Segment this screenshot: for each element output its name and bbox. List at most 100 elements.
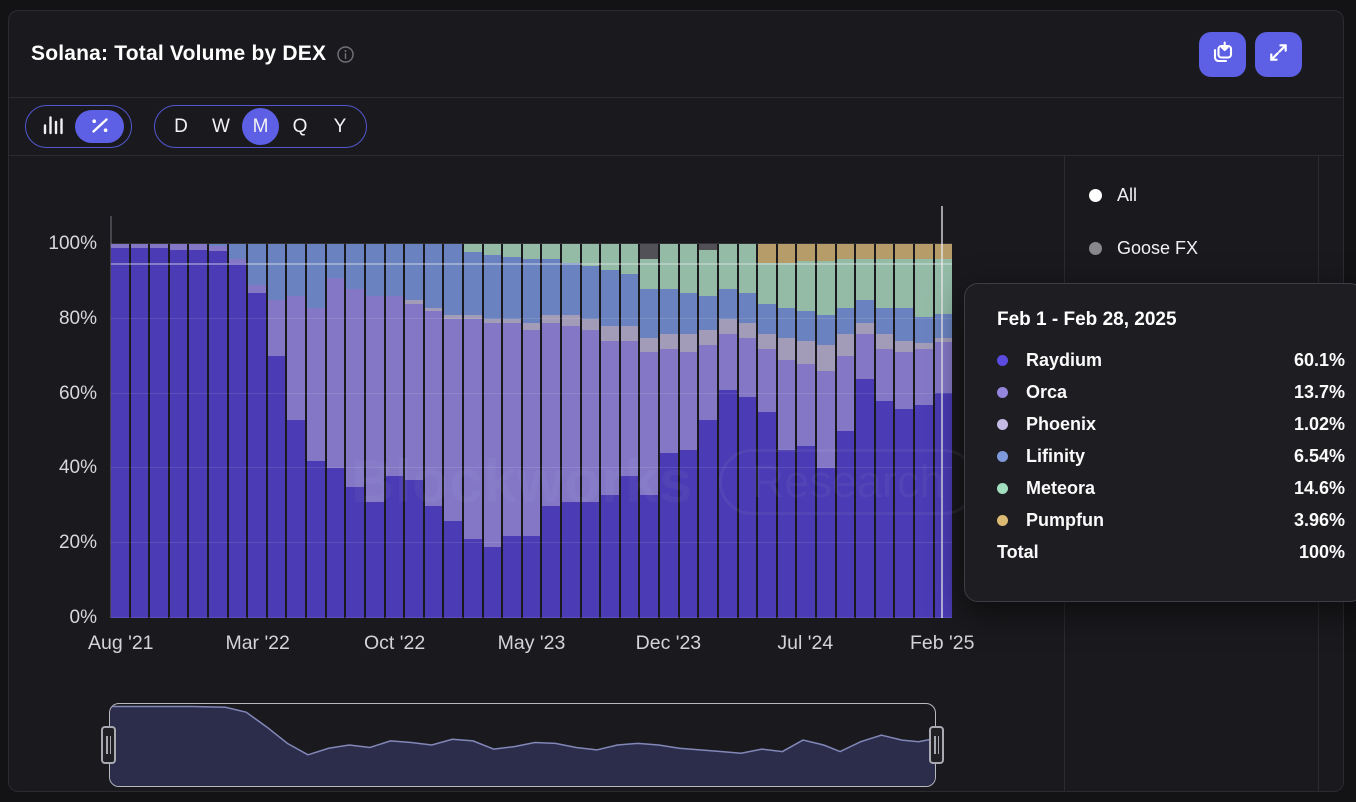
legend-item-goose-fx[interactable]: Goose FX <box>1089 234 1318 262</box>
segment-phoenix <box>758 333 776 349</box>
bar-Feb25[interactable] <box>934 244 953 618</box>
bar-Dec24[interactable] <box>895 244 913 618</box>
bar-Oct24[interactable] <box>856 244 874 618</box>
x-tick-Oct22: Oct '22 <box>363 632 426 654</box>
bar-Oct22[interactable] <box>385 244 404 618</box>
plot-area: 0%20%40%60%80%100% Blockworks Research <box>48 206 978 628</box>
bar-Aug21[interactable] <box>111 244 129 618</box>
segment-meteora <box>503 244 521 258</box>
segment-lifinity <box>365 244 384 297</box>
segment-orca <box>875 348 894 402</box>
bar-Nov24[interactable] <box>875 244 894 618</box>
bar-Sep24[interactable] <box>836 244 855 618</box>
bar-Jan25[interactable] <box>914 244 933 618</box>
bar-Apr23[interactable] <box>503 244 521 618</box>
bar-Jan24[interactable] <box>679 244 698 618</box>
bar-Jul24[interactable] <box>797 244 815 618</box>
segment-meteora <box>758 262 776 304</box>
bar-Nov23[interactable] <box>640 244 659 618</box>
y-axis-labels: 0% 20% 40% 60% 80% 100% <box>11 233 103 628</box>
segment-pumpfun <box>895 244 913 259</box>
bar-Sep21[interactable] <box>130 244 149 618</box>
segment-raydium <box>758 412 776 618</box>
percent-view-button[interactable] <box>75 110 124 143</box>
brush-handle-left[interactable] <box>101 726 116 764</box>
bar-Dec23[interactable] <box>660 244 678 618</box>
segment-orca <box>601 341 619 495</box>
bar-Jan23[interactable] <box>444 244 462 618</box>
series-dot <box>997 418 1008 430</box>
range-button-d[interactable]: D <box>162 108 200 146</box>
segment-phoenix <box>699 330 717 345</box>
bar-Sep22[interactable] <box>365 244 384 618</box>
bar-chart-view-button[interactable] <box>33 109 73 145</box>
bar-Mar22[interactable] <box>248 244 266 618</box>
segment-lifinity <box>287 244 306 297</box>
segment-phoenix <box>581 318 600 331</box>
segment-raydium <box>189 249 208 618</box>
bar-Aug22[interactable] <box>346 244 364 618</box>
bar-Aug24[interactable] <box>816 244 835 618</box>
segment-other <box>699 244 717 250</box>
segment-lifinity <box>875 307 894 334</box>
range-button-y[interactable]: Y <box>321 108 359 146</box>
tooltip-row-pumpfun: Pumpfun 3.96% <box>997 504 1345 536</box>
legend-item-all[interactable]: All <box>1089 181 1318 209</box>
segment-lifinity <box>522 259 541 323</box>
bar-Jan22[interactable] <box>209 244 227 618</box>
segment-orca <box>385 296 404 476</box>
save-image-button[interactable] <box>1199 31 1246 77</box>
bar-Jun24[interactable] <box>777 244 796 618</box>
x-tick-Dec23: Dec '23 <box>635 632 702 654</box>
bar-Jul23[interactable] <box>562 244 580 618</box>
segment-lifinity <box>738 292 757 323</box>
bar-Nov21[interactable] <box>169 244 188 618</box>
bar-Aug23[interactable] <box>581 244 600 618</box>
bar-Feb23[interactable] <box>463 244 482 618</box>
segment-raydium <box>503 535 521 618</box>
bar-May23[interactable] <box>522 244 541 618</box>
segment-orca <box>326 277 345 469</box>
segment-meteora <box>856 258 874 301</box>
y-tick-80%: 80% <box>58 307 97 329</box>
bar-Apr24[interactable] <box>738 244 757 618</box>
bar-Feb24[interactable] <box>699 244 717 618</box>
segment-raydium <box>228 262 247 618</box>
bar-Jun23[interactable] <box>542 244 561 618</box>
bar-Feb22[interactable] <box>228 244 247 618</box>
bar-Mar24[interactable] <box>718 244 737 618</box>
series-dot <box>997 450 1008 462</box>
y-tick-60%: 60% <box>58 382 97 404</box>
bar-Oct21[interactable] <box>150 244 168 618</box>
bar-May22[interactable] <box>287 244 306 618</box>
bar-Jun22[interactable] <box>307 244 325 618</box>
bar-Oct23[interactable] <box>620 244 639 618</box>
range-button-q[interactable]: Q <box>281 108 319 146</box>
bar-May24[interactable] <box>758 244 776 618</box>
range-button-w[interactable]: W <box>202 108 240 146</box>
brush-handle-right[interactable] <box>929 726 944 764</box>
series-name: Raydium <box>1026 349 1103 370</box>
bar-Dec21[interactable] <box>189 244 208 618</box>
series-name: Meteora <box>1026 477 1096 498</box>
info-icon[interactable] <box>336 45 355 64</box>
expand-button[interactable] <box>1255 31 1302 77</box>
y-tick-0%: 0% <box>69 607 97 628</box>
bar-Mar23[interactable] <box>483 244 502 618</box>
tooltip-total-row: Total 100% <box>997 536 1345 568</box>
segment-raydium <box>346 487 364 618</box>
save-image-icon <box>1211 40 1235 68</box>
bar-Jul22[interactable] <box>326 244 345 618</box>
range-button-m[interactable]: M <box>242 108 279 145</box>
title-wrap: Solana: Total Volume by DEX <box>31 42 355 66</box>
bar-Dec22[interactable] <box>424 244 443 618</box>
crosshair-vertical <box>941 206 943 618</box>
segment-orca <box>562 326 580 503</box>
bar-Nov22[interactable] <box>405 244 423 618</box>
segment-meteora <box>562 244 580 263</box>
series-value: 13.7% <box>1293 381 1345 402</box>
bar-Sep23[interactable] <box>601 244 619 618</box>
time-brush[interactable] <box>101 703 944 787</box>
bar-Apr22[interactable] <box>267 244 286 618</box>
